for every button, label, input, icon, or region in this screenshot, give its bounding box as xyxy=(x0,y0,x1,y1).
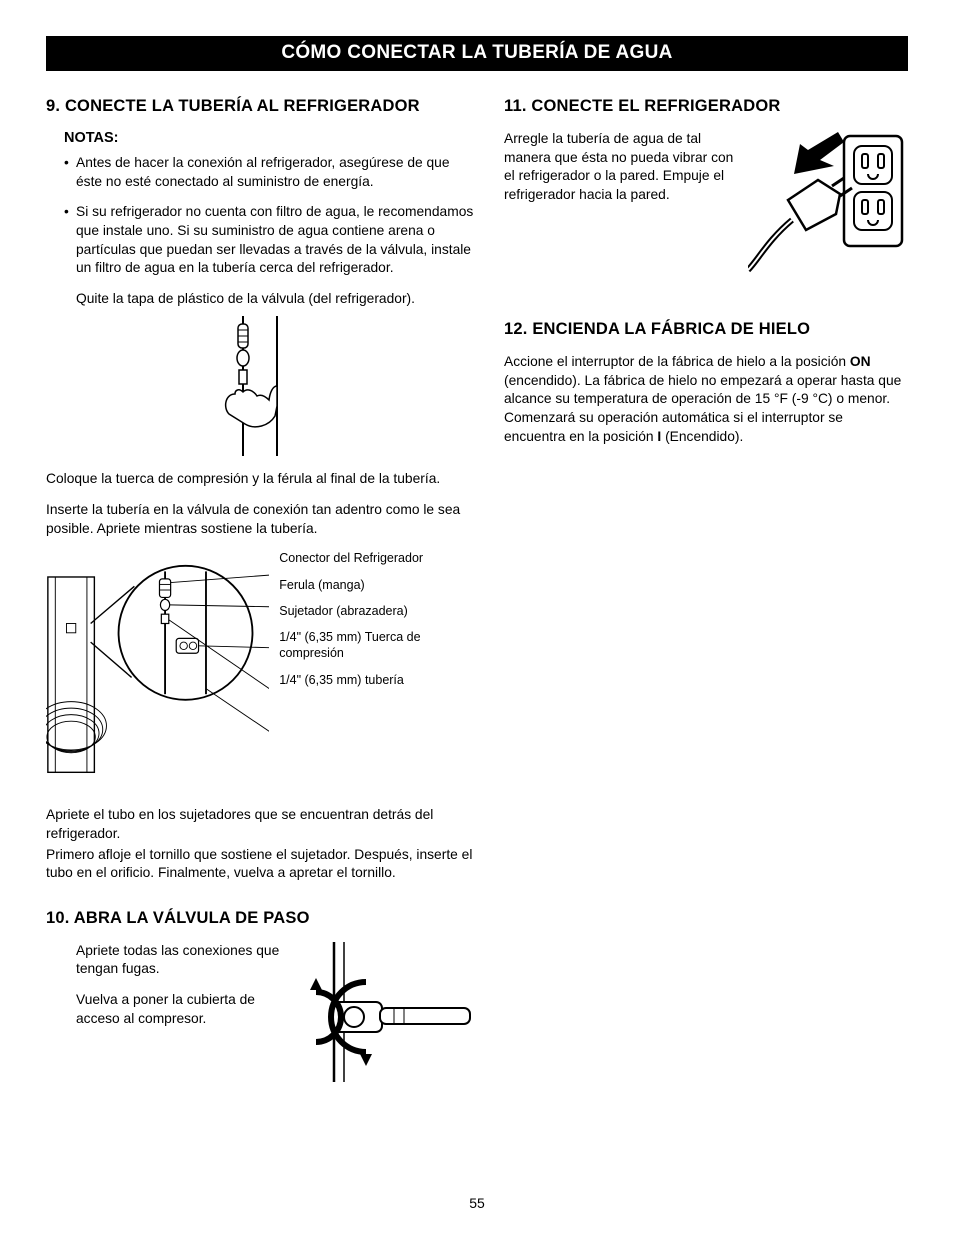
section10: 10. ABRA LA VÁLVULA DE PASO Apriete toda… xyxy=(46,909,474,1082)
sec10-p1: Apriete todas las conexiones que tengan … xyxy=(76,942,286,979)
section12: 12. ENCIENDA LA FÁBRICA DE HIELO Accione… xyxy=(504,320,908,446)
callout-labels: Conector del Refrigerador Ferula (manga)… xyxy=(279,550,474,698)
section11-heading: 11. CONECTE EL REFRIGERADOR xyxy=(504,97,908,116)
callout-connector: Conector del Refrigerador xyxy=(279,550,474,566)
section11-row: Arregle la tubería de agua de tal manera… xyxy=(504,130,908,280)
sec11-p1: Arregle la tubería de agua de tal manera… xyxy=(504,130,734,205)
sec12-p1-pre: Accione el interruptor de la fábrica de … xyxy=(504,354,850,369)
list-item: Si su refrigerador no cuenta con filtro … xyxy=(64,203,474,278)
callout-clamp: Sujetador (abrazadera) xyxy=(279,603,474,619)
insert-text: Inserte la tubería en la válvula de cone… xyxy=(46,501,474,538)
sec10-p2: Vuelva a poner la cubierta de acceso al … xyxy=(76,991,286,1028)
callout-nut: 1/4" (6,35 mm) Tuerca de compresión xyxy=(279,629,474,662)
notes-label: NOTAS: xyxy=(64,130,474,146)
figure-valve-hand xyxy=(46,316,474,456)
notes-list: Antes de hacer la conexión al refrigerad… xyxy=(64,154,474,278)
figure-callout-diagram: Conector del Refrigerador Ferula (manga)… xyxy=(46,550,474,790)
nut-text: Coloque la tuerca de compresión y la fér… xyxy=(46,470,474,489)
right-column: 11. CONECTE EL REFRIGERADOR Arregle la t… xyxy=(504,97,908,1082)
section10-heading: 10. ABRA LA VÁLVULA DE PASO xyxy=(46,909,474,928)
callout-ferrule: Ferula (manga) xyxy=(279,577,474,593)
figure-plug-outlet xyxy=(748,130,908,280)
figure-shutoff-valve xyxy=(304,942,474,1082)
tighten-text: Apriete el tubo en los sujetadores que s… xyxy=(46,806,474,843)
list-item: Antes de hacer la conexión al refrigerad… xyxy=(64,154,474,191)
sec12-on-bold: ON xyxy=(850,354,871,369)
section12-heading: 12. ENCIENDA LA FÁBRICA DE HIELO xyxy=(504,320,908,339)
valve-cap-text: Quite la tapa de plástico de la válvula … xyxy=(76,290,474,309)
page-title-bar: CÓMO CONECTAR LA TUBERÍA DE AGUA xyxy=(46,36,908,71)
callout-tubing: 1/4" (6,35 mm) tubería xyxy=(279,672,474,688)
sec12-p1-post: (Encendido). xyxy=(661,429,743,444)
left-column: 9. CONECTE LA TUBERÍA AL REFRIGERADOR NO… xyxy=(46,97,474,1082)
screw-text: Primero afloje el tornillo que sostiene … xyxy=(46,846,474,883)
page-number: 55 xyxy=(0,1195,954,1211)
content-columns: 9. CONECTE LA TUBERÍA AL REFRIGERADOR NO… xyxy=(46,97,908,1082)
section9-heading: 9. CONECTE LA TUBERÍA AL REFRIGERADOR xyxy=(46,97,474,116)
sec12-p1: Accione el interruptor de la fábrica de … xyxy=(504,353,908,446)
